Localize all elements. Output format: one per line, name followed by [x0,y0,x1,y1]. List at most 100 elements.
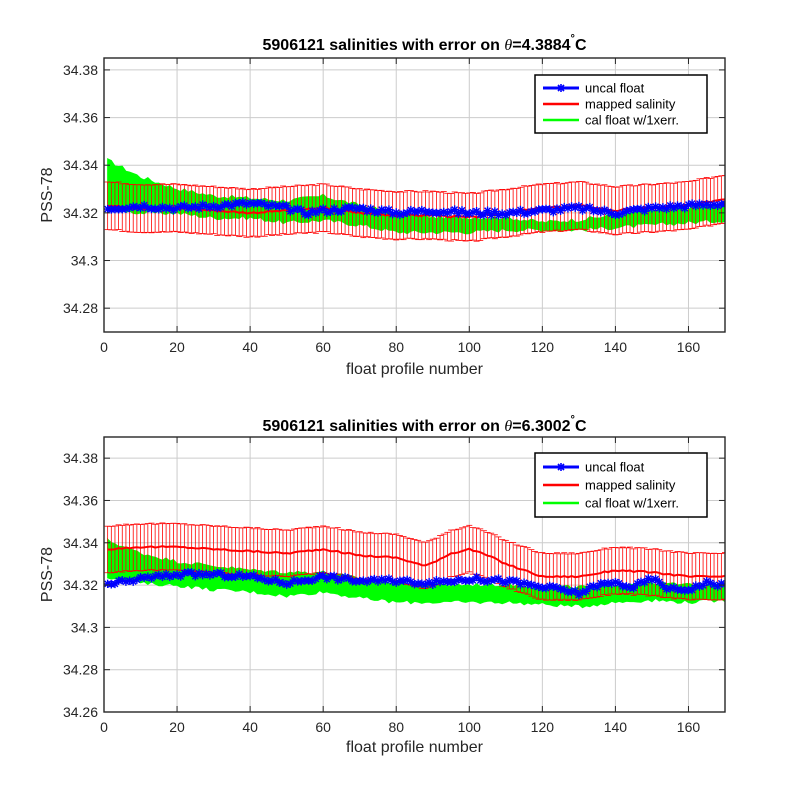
x-tick-label: 100 [458,339,482,355]
uncal-float-marker [530,581,540,591]
uncal-float-marker [392,208,401,217]
top-salinity-panel: 0 20 40 60 80 100 120 140 160 34.28 34.3 34.32 34.34… [39,33,726,378]
uncal-float-marker [622,582,631,591]
uncal-float-marker [202,569,211,578]
uncal-float-marker [465,209,474,218]
uncal-float-marker [702,577,711,586]
uncal-float-marker [516,205,525,215]
uncal-float-marker [275,202,284,211]
uncal-float-marker [264,202,273,211]
uncal-float-marker [545,581,554,591]
uncal-float-marker [476,576,485,585]
uncal-float-marker [139,573,149,582]
uncal-float-marker [651,574,660,584]
x-tick-label: 120 [531,339,555,355]
bottom-salinity-panel: 0 20 40 60 80 100 120 140 160 34.26 34.28 34.3 34.32… [39,414,726,756]
uncal-float-marker [129,577,138,586]
y-axis-label: PSS-78 [39,547,56,602]
uncal-float-marker [180,568,189,578]
uncal-float-marker [293,204,302,213]
uncal-float-marker [713,582,722,591]
uncal-float-marker [165,203,174,213]
uncal-float-marker [556,206,565,215]
uncal-float-marker [125,576,134,585]
uncal-float-marker [132,575,142,584]
uncal-float-marker [684,200,693,209]
uncal-float-marker [286,579,295,588]
uncal-float-marker [592,583,602,592]
uncal-float-marker [669,583,679,592]
uncal-float-marker [187,203,196,212]
legend-label-mapped-salinity: mapped salinity [585,97,676,112]
uncal-float-marker [399,576,408,585]
title-degree: ° [571,414,575,426]
uncal-float-marker [329,571,339,581]
uncal-float-marker [490,207,500,216]
uncal-float-marker [479,210,489,220]
uncal-float-marker [187,568,196,577]
uncal-float-marker [560,202,569,212]
uncal-float-marker [435,208,445,218]
uncal-float-marker [417,579,427,588]
uncal-float-marker [395,210,405,220]
legend-label-mapped-salinity: mapped salinity [585,478,676,493]
uncal-float-marker [209,201,218,211]
uncal-float-marker [709,580,719,589]
x-axis-label: float profile number [346,361,484,378]
uncal-float-marker [282,201,291,210]
uncal-float-marker [421,580,430,590]
uncal-float-marker [589,581,598,591]
x-tick-label: 120 [531,719,555,735]
uncal-float-marker [501,210,511,220]
uncal-float-marker [490,575,500,584]
uncal-float-marker [373,577,383,586]
uncal-float-marker [443,208,452,218]
legend-label-cal-float: cal float w/1xerr. [585,496,679,511]
uncal-float-marker [183,203,193,213]
y-tick-label: 34.26 [63,704,98,720]
legend-label-cal-float: cal float w/1xerr. [585,113,679,128]
uncal-float-marker [611,577,620,587]
uncal-float-marker [483,206,492,215]
x-tick-label: 140 [604,339,628,355]
uncal-float-marker [121,577,131,586]
uncal-float-marker [311,574,321,584]
uncal-float-marker [424,577,434,587]
uncal-float-marker [552,583,562,592]
title-prefix: 5906121 salinities with error on [263,418,505,435]
uncal-float-marker [578,206,587,215]
uncal-float-marker [373,208,383,217]
uncal-float-marker [381,576,390,585]
legend: uncal float mapped salinity cal float w/1x… [534,452,708,518]
uncal-float-marker [472,572,481,582]
uncal-float-marker [567,202,576,211]
y-tick-label: 34.36 [63,492,98,508]
uncal-float-marker [501,578,511,588]
uncal-float-marker [297,205,306,214]
title-value: =6.3002 [512,418,570,435]
uncal-float-marker [205,571,215,580]
legend-label-uncal-float: uncal float [585,460,645,475]
uncal-float-marker [494,574,503,583]
uncal-float-marker [267,200,277,209]
uncal-float-marker [578,587,587,597]
uncal-float-marker [139,201,149,210]
y-tick-label: 34.3 [71,619,98,635]
uncal-float-marker [377,205,386,214]
uncal-float-marker [231,572,240,582]
uncal-float-marker [549,207,558,217]
uncal-float-marker [589,206,598,216]
uncal-float-marker [706,578,715,588]
uncal-float-marker [633,579,642,588]
uncal-float-marker [428,580,437,589]
uncal-float-marker [406,577,416,586]
uncal-float-marker [318,571,328,580]
uncal-float-marker [666,201,675,210]
uncal-float-marker [392,578,401,587]
x-tick-label: 60 [315,719,331,735]
uncal-float-marker [494,211,503,220]
uncal-float-marker [381,206,390,216]
uncal-float-marker [417,205,427,215]
uncal-float-marker [245,571,255,581]
uncal-float-marker [198,200,207,209]
